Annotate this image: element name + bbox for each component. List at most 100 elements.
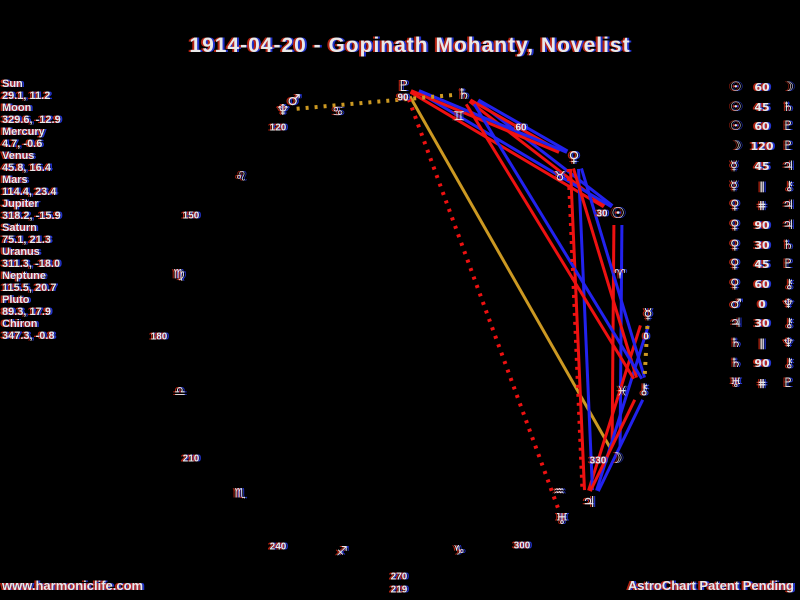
planet-coords-mercury: 4.7, -0.6 bbox=[2, 138, 43, 150]
planet-name-neptune: Neptune bbox=[2, 270, 46, 282]
degree-tick-90: 90 bbox=[397, 92, 409, 104]
jupiter-glyph: ♃ bbox=[782, 158, 794, 174]
aspect-value: ∥ bbox=[759, 337, 765, 351]
pluto-glyph: ♇ bbox=[782, 257, 794, 273]
planet-coords-neptune: 115.5, 20.7 bbox=[2, 282, 57, 294]
pluto-planet-icon: ♇ bbox=[397, 77, 411, 95]
uranus-glyph: ♅ bbox=[730, 375, 742, 391]
aspect-row-venus-jupiter: ♀ ⋕ ♃ bbox=[730, 196, 798, 215]
mercury-glyph: ☿ bbox=[730, 158, 738, 174]
planet-coords-venus: 45.8, 16.4 bbox=[2, 162, 51, 174]
aspect-list-panel: ☉ 60 ☽ ☉ 45 ♄ ☉ 60 ♇ ☽ 120 ♇ ☿ 45 ♃ ☿ ∥ ⚷ ♀ ⋕ ♃ ♀ 90 ♃ ♀ 30 ♄ ♀ 45 ♇ ♀… bbox=[730, 78, 798, 398]
planet-coords-sun: 29.1, 11.2 bbox=[2, 90, 51, 102]
aspect-value: 0 bbox=[758, 297, 766, 311]
aspect-row-jupiter-chiron: ♃ 30 ⚷ bbox=[730, 314, 798, 333]
planet-name-mars: Mars bbox=[2, 174, 28, 186]
chiron-glyph: ⚷ bbox=[784, 277, 794, 292]
degree-tick-180: 180 bbox=[150, 331, 168, 343]
aspect-value: 90 bbox=[754, 218, 770, 232]
aspect-line-moon-pluto bbox=[408, 95, 612, 449]
sun-glyph: ☉ bbox=[730, 119, 742, 135]
aspect-line-venus-pluto-blue bbox=[418, 89, 568, 154]
degree-tick-60: 60 bbox=[515, 122, 527, 134]
planet-coords-mars: 114.4, 23.4 bbox=[2, 186, 57, 198]
degree-tick-330: 330 bbox=[589, 455, 607, 467]
aspect-value: 30 bbox=[754, 317, 770, 331]
neptune-glyph: ♆ bbox=[782, 296, 794, 312]
jupiter-glyph: ♃ bbox=[730, 316, 742, 332]
website-url: www.harmoniclife.com bbox=[2, 578, 144, 593]
aspect-value: 45 bbox=[754, 258, 770, 272]
aspect-line-venus-chiron-red bbox=[572, 168, 638, 378]
degree-tick-30: 30 bbox=[596, 208, 608, 220]
chiron-planet-icon: ⚷ bbox=[638, 380, 650, 398]
planet-name-pluto: Pluto bbox=[2, 294, 30, 306]
planet-name-chiron: Chiron bbox=[2, 318, 38, 330]
degree-tick-150: 150 bbox=[182, 210, 200, 222]
aspect-row-uranus-pluto: ♅ ⋕ ♇ bbox=[730, 374, 798, 393]
aquarius-sign-icon: ♒ bbox=[553, 484, 565, 500]
aspect-value: 45 bbox=[754, 100, 770, 114]
venus-glyph: ♀ bbox=[730, 237, 740, 253]
aspect-line-venus-chiron-blue bbox=[580, 168, 646, 378]
jupiter-planet-icon: ♃ bbox=[582, 493, 596, 511]
capricorn-sign-icon: ♑ bbox=[453, 543, 465, 559]
aspect-line-mercury-jupiter-red bbox=[587, 325, 642, 491]
aspect-row-venus-saturn: ♀ 30 ♄ bbox=[730, 236, 798, 255]
cancer-sign-icon: ♋ bbox=[332, 104, 344, 120]
aspect-row-mercury-chiron: ☿ ∥ ⚷ bbox=[730, 177, 798, 196]
aspect-line-venus-jupiter-red bbox=[569, 168, 586, 491]
aspect-row-saturn-chiron: ♄ 90 ⚷ bbox=[730, 354, 798, 373]
leo-sign-icon: ♌ bbox=[235, 169, 247, 185]
aspect-line-saturn-chiron-blue bbox=[472, 103, 644, 380]
aspect-line-venus-saturn-blue bbox=[477, 98, 569, 153]
planet-name-uranus: Uranus bbox=[2, 246, 40, 258]
pluto-glyph: ♇ bbox=[782, 375, 794, 391]
mercury-planet-icon: ☿ bbox=[643, 305, 653, 323]
planet-coords-moon: 329.6, -12.9 bbox=[2, 114, 61, 126]
aspect-value: 60 bbox=[754, 120, 770, 134]
planet-name-sun: Sun bbox=[2, 78, 23, 90]
aspect-row-sun-pluto: ☉ 60 ♇ bbox=[730, 117, 798, 136]
planet-coords-jupiter: 318.2, -15.9 bbox=[2, 210, 61, 222]
pisces-sign-icon: ♓ bbox=[616, 384, 628, 400]
sun-planet-icon: ☉ bbox=[611, 204, 625, 222]
aspect-value: 60 bbox=[754, 278, 770, 291]
jupiter-glyph: ♃ bbox=[782, 198, 794, 214]
aspect-value: ⋕ bbox=[757, 376, 767, 390]
aspect-line-sun-pluto-blue bbox=[417, 90, 613, 209]
aspect-line-sun-saturn-blue bbox=[476, 100, 614, 207]
sagittarius-sign-icon: ♐ bbox=[336, 544, 348, 560]
aspect-row-mercury-jupiter: ☿ 45 ♃ bbox=[730, 157, 798, 176]
mars-glyph: ♂ bbox=[730, 296, 742, 312]
planet-coords-pluto: 89.3, 17.9 bbox=[2, 306, 51, 318]
aspect-line-venus-jupiter-blue bbox=[577, 168, 594, 491]
degree-tick-240: 240 bbox=[269, 541, 287, 553]
planet-name-jupiter: Jupiter bbox=[2, 198, 39, 210]
aspect-value: 90 bbox=[754, 356, 770, 370]
neptune-planet-icon: ♆ bbox=[276, 101, 290, 119]
aspect-row-sun-moon: ☉ 60 ☽ bbox=[730, 78, 798, 97]
aspect-line-saturn-chiron-red bbox=[464, 103, 636, 380]
moon-planet-icon: ☽ bbox=[609, 449, 623, 467]
neptune-glyph: ♆ bbox=[782, 336, 794, 352]
venus-glyph: ♀ bbox=[730, 217, 740, 233]
pluto-glyph: ♇ bbox=[782, 139, 794, 155]
saturn-glyph: ♄ bbox=[782, 237, 794, 253]
aries-sign-icon: ♈ bbox=[614, 267, 626, 283]
moon-glyph: ☽ bbox=[782, 80, 794, 95]
saturn-glyph: ♄ bbox=[782, 99, 794, 115]
page-title: 1914-04-20 - Gopinath Mohanty, Novelist bbox=[189, 34, 631, 57]
pluto-glyph: ♇ bbox=[782, 119, 794, 135]
sun-glyph: ☉ bbox=[730, 80, 742, 95]
venus-glyph: ♀ bbox=[730, 198, 740, 214]
chiron-glyph: ⚷ bbox=[784, 178, 794, 194]
moon-glyph: ☽ bbox=[730, 139, 742, 155]
planet-name-saturn: Saturn bbox=[2, 222, 37, 234]
aspect-value: 30 bbox=[754, 238, 770, 252]
degree-tick-210: 210 bbox=[182, 453, 200, 465]
planet-name-venus: Venus bbox=[2, 150, 35, 162]
